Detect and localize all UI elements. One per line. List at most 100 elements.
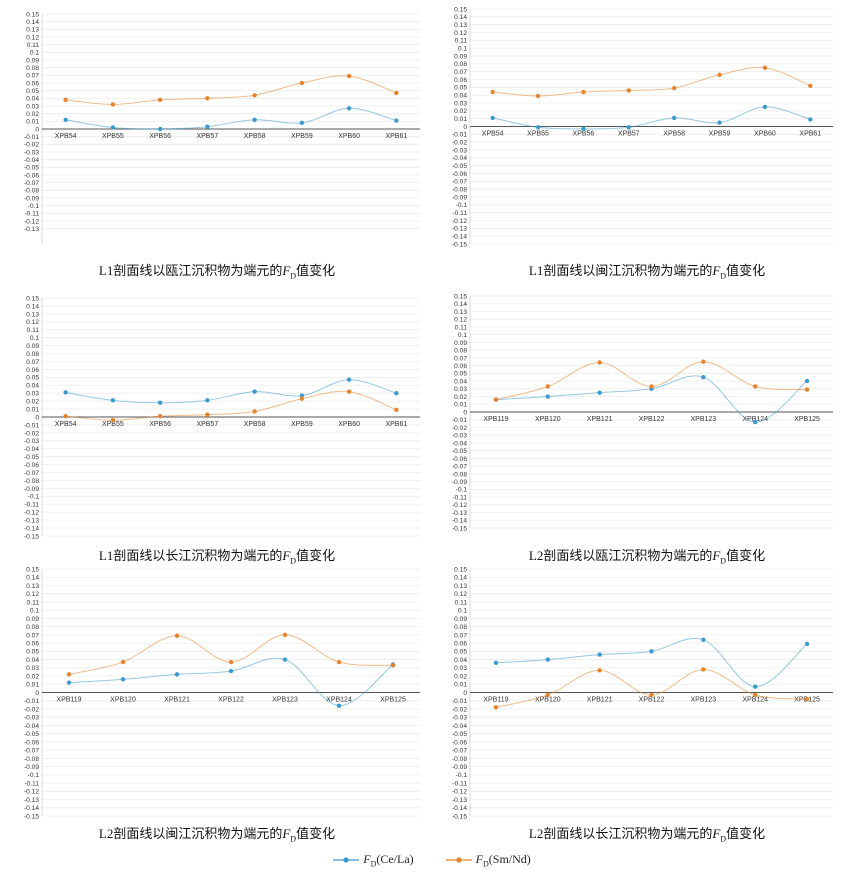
y-tick-label: 0.05 [454, 85, 467, 92]
y-tick-label: -0.09 [24, 195, 39, 202]
y-tick-label: -0.13 [24, 226, 39, 233]
data-point [299, 396, 305, 401]
y-tick-label: 0 [35, 414, 39, 421]
y-tick-label: 0.01 [26, 119, 39, 126]
y-tick-label: 0.12 [454, 30, 467, 37]
y-tick-label: 0.08 [454, 348, 467, 355]
chart-caption-3: L1剖面线以长江沉积物为端元的FD值变化 [2, 545, 432, 566]
x-tick-label: XPB57 [196, 421, 218, 428]
y-tick-label: -0.06 [24, 462, 39, 469]
y-tick-label: 0.05 [454, 649, 467, 656]
x-tick-label: XPB124 [742, 416, 768, 423]
data-point [174, 672, 180, 677]
data-point [808, 117, 813, 122]
x-tick-label: XPB55 [102, 421, 124, 428]
y-tick-label: 0.02 [26, 673, 39, 680]
data-point [701, 667, 706, 672]
data-point [205, 412, 210, 417]
y-tick-label: -0.07 [24, 470, 39, 477]
data-point [649, 384, 654, 389]
data-point [671, 85, 677, 91]
y-tick-label: -0.04 [452, 155, 467, 162]
y-tick-label: 0.07 [26, 359, 39, 366]
y-tick-label: 0.03 [26, 391, 39, 398]
y-tick-label: -0.04 [24, 157, 39, 164]
y-tick-label: 0.06 [26, 80, 39, 87]
caption-suffix: 值变化 [726, 548, 766, 563]
y-tick-label: 0.15 [454, 293, 467, 300]
y-tick-label: -0.11 [24, 502, 39, 509]
y-tick-label: 0.01 [26, 406, 39, 413]
data-point [336, 659, 342, 665]
y-tick-label: 0.08 [26, 624, 39, 631]
y-tick-label: 0.13 [26, 311, 39, 318]
y-tick-label: 0.07 [454, 632, 467, 639]
y-tick-label: 0.13 [26, 583, 39, 590]
y-tick-label: 0.04 [454, 378, 467, 385]
data-point [701, 637, 706, 643]
caption-text: L1剖面线以瓯江沉积物为端元的 [98, 263, 283, 278]
x-tick-label: XPB123 [272, 697, 298, 704]
y-tick-label: 0.1 [458, 608, 467, 615]
data-point [252, 117, 257, 123]
y-tick-label: -0.13 [24, 518, 39, 525]
y-tick-label: -0.11 [452, 780, 467, 787]
y-tick-label: 0.15 [26, 11, 39, 18]
y-tick-label: 0.07 [26, 632, 39, 639]
y-tick-label: 0.12 [26, 591, 39, 598]
data-point [808, 83, 813, 88]
y-tick-label: -0.01 [452, 132, 467, 139]
data-point [804, 696, 810, 702]
data-point [545, 657, 550, 662]
y-tick-label: -0.11 [24, 211, 39, 218]
y-tick-label: 0.09 [26, 616, 39, 623]
series-line-1 [492, 106, 811, 130]
data-point [545, 384, 550, 389]
y-tick-label: 0.02 [454, 394, 467, 401]
y-tick-label: 0.04 [26, 657, 39, 664]
series-line-1 [65, 379, 397, 404]
y-tick-label: 0.02 [454, 108, 467, 115]
data-point [120, 677, 126, 682]
y-tick-label: -0.12 [24, 789, 39, 796]
data-point [63, 414, 68, 419]
data-point [753, 684, 758, 689]
caption-text: L2剖面线以瓯江沉积物为端元的 [528, 548, 713, 563]
y-tick-label: -0.01 [452, 698, 467, 705]
data-point [336, 703, 342, 708]
y-tick-label: 0.06 [26, 367, 39, 374]
caption-subscript: D [720, 271, 727, 281]
y-tick-label: 0.11 [27, 327, 40, 334]
legend-item-ce-la: FD(Ce/La) [332, 852, 414, 868]
y-tick-label: 0.03 [26, 103, 39, 110]
x-tick-label: XPB119 [483, 697, 508, 704]
y-tick-label: 0.01 [454, 116, 467, 123]
y-tick-label: 0.03 [454, 100, 467, 107]
data-point [394, 90, 399, 96]
x-tick-label: XPB54 [55, 133, 77, 140]
data-point [282, 632, 288, 638]
y-tick-label: -0.09 [452, 194, 467, 201]
x-tick-label: XPB121 [587, 416, 613, 423]
data-point [346, 106, 352, 111]
y-tick-label: 0.1 [30, 608, 39, 615]
caption-symbol: F [712, 826, 721, 841]
y-tick-label: -0.06 [452, 171, 467, 178]
y-tick-label: 0.13 [454, 22, 467, 29]
y-tick-label: 0 [35, 126, 39, 133]
y-tick-label: 0 [463, 690, 467, 697]
data-point [490, 115, 495, 121]
y-tick-label: 0.05 [26, 375, 39, 382]
y-tick-label: -0.13 [452, 797, 467, 804]
y-tick-label: -0.05 [452, 163, 467, 170]
data-point [701, 359, 706, 364]
data-point [63, 97, 68, 103]
y-tick-label: 0.13 [26, 27, 39, 34]
y-tick-label: 0.09 [454, 616, 467, 623]
y-tick-label: 0.04 [454, 93, 467, 100]
data-point [63, 117, 68, 123]
chart-caption-5: L2剖面线以闽江沉积物为端元的FD值变化 [2, 823, 432, 844]
y-tick-label: -0.09 [452, 479, 467, 486]
y-tick-label: 0.02 [454, 673, 467, 680]
